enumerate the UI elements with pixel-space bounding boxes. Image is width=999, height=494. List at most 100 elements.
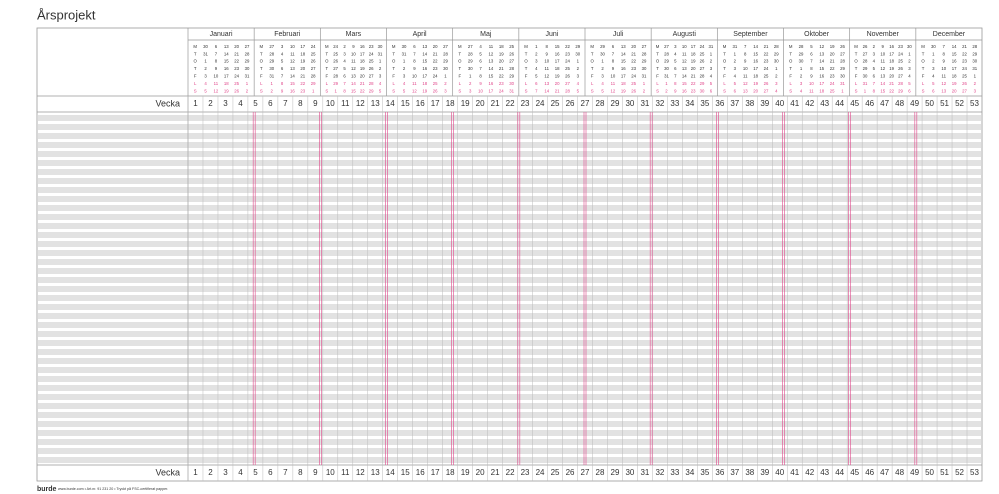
calendar-day: 18 bbox=[360, 59, 365, 64]
calendar-day: 1 bbox=[379, 59, 382, 64]
calendar-day: 2 bbox=[665, 88, 668, 93]
calendar-day: 27 bbox=[245, 44, 250, 49]
footer-text: www.burde.com • Art.nr. 91 231 20 • Tryc… bbox=[58, 487, 168, 491]
calendar-day: T bbox=[591, 66, 594, 71]
calendar-day: 14 bbox=[819, 59, 824, 64]
calendar-day: 6 bbox=[710, 88, 713, 93]
week-number-bottom: 5 bbox=[253, 468, 258, 477]
calendar-day: 24 bbox=[333, 44, 338, 49]
calendar-day: 1 bbox=[775, 66, 778, 71]
calendar-day: 23 bbox=[631, 66, 636, 71]
calendar-day: 8 bbox=[413, 59, 416, 64]
week-number-bottom: 52 bbox=[955, 468, 964, 477]
calendar-day: 1 bbox=[601, 59, 604, 64]
calendar-day: 27 bbox=[369, 74, 374, 79]
calendar-day: F bbox=[723, 74, 726, 79]
calendar-day: O bbox=[789, 59, 793, 64]
calendar-day: 14 bbox=[952, 44, 957, 49]
calendar-day: 24 bbox=[234, 74, 239, 79]
frame bbox=[36, 27, 983, 482]
calendar-day: 9 bbox=[413, 66, 416, 71]
calendar-day: 29 bbox=[333, 81, 338, 86]
row-stripe bbox=[38, 358, 981, 364]
calendar-day: 1 bbox=[974, 74, 977, 79]
month-name: Maj bbox=[480, 31, 492, 38]
calendar-day: 18 bbox=[300, 51, 305, 56]
calendar-day: 26 bbox=[369, 66, 374, 71]
calendar-day: 29 bbox=[575, 44, 580, 49]
week-number-bottom: 48 bbox=[895, 468, 904, 477]
calendar-day: 3 bbox=[577, 74, 580, 79]
calendar-day: 5 bbox=[535, 74, 538, 79]
calendar-day: 28 bbox=[774, 44, 779, 49]
calendar-day: 26 bbox=[333, 59, 338, 64]
week-number: 25 bbox=[551, 99, 560, 108]
week-number-bottom: 7 bbox=[283, 468, 288, 477]
calendar-day: 28 bbox=[468, 51, 473, 56]
calendar-day: 16 bbox=[422, 66, 427, 71]
week-number-bottom: 33 bbox=[670, 468, 679, 477]
calendar-day: 31 bbox=[709, 44, 714, 49]
calendar-day: 26 bbox=[840, 44, 845, 49]
calendar-day: 24 bbox=[830, 81, 835, 86]
calendar-day: M bbox=[193, 44, 197, 49]
calendar-day: T bbox=[525, 66, 528, 71]
calendar-day: 23 bbox=[830, 74, 835, 79]
month-name: Juni bbox=[545, 31, 558, 38]
calendar-day: 1 bbox=[864, 88, 867, 93]
calendar-day: 17 bbox=[555, 59, 560, 64]
calendar-day: 9 bbox=[281, 88, 284, 93]
month-name: Oktober bbox=[804, 31, 830, 38]
calendar-day: 22 bbox=[360, 88, 365, 93]
calendar-day: 2 bbox=[908, 59, 911, 64]
calendar-day: 25 bbox=[433, 81, 438, 86]
row-stripe bbox=[38, 457, 981, 463]
week-number-bottom: 12 bbox=[356, 468, 365, 477]
calendar-day: 28 bbox=[972, 44, 977, 49]
row-stripe bbox=[38, 403, 981, 409]
calendar-day: 15 bbox=[224, 59, 229, 64]
calendar-day: M bbox=[260, 44, 264, 49]
row-stripe bbox=[38, 178, 981, 184]
calendar-day: 2 bbox=[643, 88, 646, 93]
calendar-day: O bbox=[656, 59, 660, 64]
calendar-day: 27 bbox=[311, 66, 316, 71]
calendar-day: F bbox=[591, 74, 594, 79]
calendar-day: L bbox=[723, 81, 726, 86]
week-number-bottom: 30 bbox=[625, 468, 634, 477]
calendar-day: 1 bbox=[734, 51, 737, 56]
week-number: 16 bbox=[416, 99, 425, 108]
calendar-day: 3 bbox=[800, 81, 803, 86]
week-number-bottom: 14 bbox=[386, 468, 395, 477]
calendar-day: 2 bbox=[469, 81, 472, 86]
calendar-day: 18 bbox=[691, 51, 696, 56]
calendar-day: 17 bbox=[952, 66, 957, 71]
calendar-day: 15 bbox=[351, 88, 356, 93]
calendar-day: 5 bbox=[379, 88, 382, 93]
week-number-bottom: 39 bbox=[760, 468, 769, 477]
calendar-day: 2 bbox=[601, 66, 604, 71]
calendar-day: 27 bbox=[764, 88, 769, 93]
calendar-day: 26 bbox=[311, 59, 316, 64]
calendar-day: 25 bbox=[830, 88, 835, 93]
calendar-day: 28 bbox=[799, 44, 804, 49]
calendar-day: 11 bbox=[214, 81, 219, 86]
calendar-day: 26 bbox=[898, 66, 903, 71]
week-number: 47 bbox=[880, 99, 889, 108]
calendar-day: 30 bbox=[840, 74, 845, 79]
calendar-day: 19 bbox=[300, 59, 305, 64]
week-number: 46 bbox=[865, 99, 874, 108]
calendar-day: 13 bbox=[941, 88, 946, 93]
calendar-day: 22 bbox=[300, 81, 305, 86]
calendar-day: 1 bbox=[403, 59, 406, 64]
calendar-day: M bbox=[458, 44, 462, 49]
calendar-day: 11 bbox=[290, 51, 295, 56]
calendar-day: 4 bbox=[800, 88, 803, 93]
week-number-bottom: 47 bbox=[880, 468, 889, 477]
row-stripe bbox=[38, 151, 981, 157]
week-number: 13 bbox=[371, 99, 380, 108]
calendar-day: 1 bbox=[246, 81, 249, 86]
calendar-day: 27 bbox=[333, 66, 338, 71]
row-stripe bbox=[38, 277, 981, 283]
calendar-day: 22 bbox=[830, 66, 835, 71]
